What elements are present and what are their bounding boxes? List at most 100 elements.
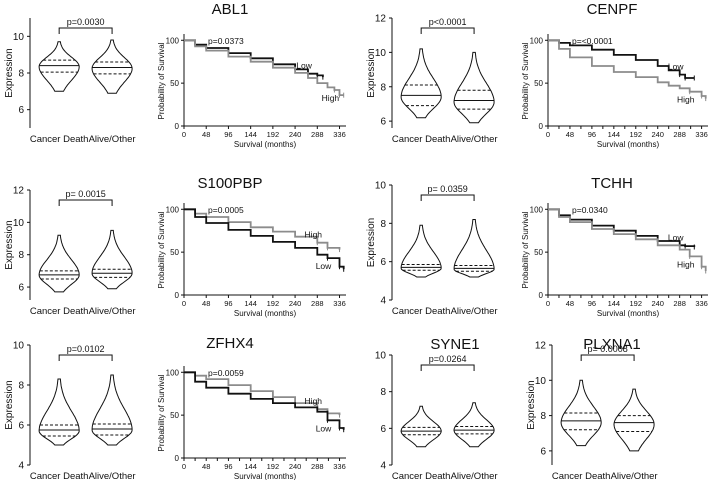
y-tick-label: 10 — [375, 48, 387, 59]
y-tick-label: 6 — [380, 424, 386, 435]
significance-bracket — [58, 27, 113, 34]
x-axis-label: Survival (months) — [597, 309, 660, 318]
x-tick-label: 48 — [202, 299, 210, 308]
y-tick-label: 100 — [166, 205, 180, 214]
violin-chart-zfhx4: ZFHX4 4 6 8 10 Expression Cancer Death Alive/Ot… — [4, 335, 254, 480]
p-value-label: p=<0.0001 — [572, 36, 613, 46]
x-category-label: Alive/Other — [89, 471, 136, 480]
x-tick-label: 48 — [202, 130, 210, 139]
y-axis-label: Probability of Survival — [157, 42, 166, 119]
series-label: High — [322, 93, 340, 103]
violin-shape — [91, 229, 133, 290]
gene-title: S100PBP — [197, 175, 262, 192]
y-tick-label: 6 — [540, 446, 546, 457]
x-category-label: Cancer Death — [392, 306, 451, 317]
y-tick-label: 8 — [18, 381, 24, 392]
km-curve-high — [184, 371, 341, 416]
km-curve-low — [184, 371, 345, 430]
x-tick-label: 336 — [333, 462, 346, 471]
y-tick-label: 4 — [380, 461, 386, 472]
x-category-label: Cancer Death — [30, 134, 89, 145]
p-value-label: p=0.0340 — [572, 205, 608, 215]
y-tick-label: 6 — [18, 421, 24, 432]
p-value-label: p<0.0001 — [429, 17, 467, 27]
y-tick-label: 100 — [166, 36, 180, 45]
y-tick-label: 8 — [380, 219, 386, 230]
y-tick-label: 6 — [18, 105, 24, 116]
y-tick-label: 100 — [530, 36, 544, 45]
y-tick-label: 10 — [375, 351, 387, 362]
y-tick-label: 6 — [18, 283, 24, 294]
x-tick-label: 144 — [608, 299, 621, 308]
y-axis-label: Probability of Survival — [157, 374, 166, 451]
x-tick-label: 96 — [588, 299, 596, 308]
x-category-label: Cancer Death — [392, 471, 451, 480]
x-tick-label: 240 — [651, 130, 664, 139]
x-tick-label: 192 — [267, 462, 280, 471]
violin-shape — [91, 39, 133, 94]
y-axis-label: Expression — [4, 220, 15, 269]
y-tick-label: 50 — [170, 79, 179, 88]
y-tick-label: 10 — [13, 32, 25, 43]
gene-title: CENPF — [587, 1, 638, 18]
x-axis-label: Survival (months) — [597, 140, 660, 149]
x-category-label: Alive/Other — [451, 306, 498, 317]
violin-shape — [453, 402, 495, 448]
x-tick-label: 0 — [182, 299, 186, 308]
violin-shape — [613, 388, 655, 452]
x-tick-label: 288 — [311, 462, 324, 471]
violin-shape — [400, 48, 442, 119]
x-tick-label: 192 — [630, 299, 643, 308]
violin-shape — [38, 234, 80, 293]
y-axis-label: Probability of Survival — [157, 211, 166, 288]
p-value-label: p= 0.0015 — [65, 189, 105, 199]
y-tick-label: 12 — [535, 341, 547, 352]
x-tick-label: 288 — [673, 130, 686, 139]
violin-chart-s100pbp: S100PBP 6 8 10 12 Expression Cancer Death Alive… — [4, 175, 263, 317]
violin-shape — [400, 224, 442, 278]
y-axis-label: Expression — [526, 380, 537, 429]
x-tick-label: 0 — [182, 130, 186, 139]
p-value-label: p=0.0264 — [429, 354, 467, 364]
y-tick-label: 8 — [540, 411, 546, 422]
km-curve-high — [548, 208, 707, 271]
x-category-label: Cancer Death — [392, 134, 451, 145]
significance-bracket — [580, 354, 635, 361]
x-tick-label: 96 — [224, 462, 232, 471]
x-tick-label: 96 — [588, 130, 596, 139]
x-category-label: Cancer Death — [30, 306, 89, 317]
violin-shape — [91, 374, 133, 446]
y-tick-label: 10 — [13, 341, 25, 352]
violin-chart-plxna1: PLXNA1 6 8 10 12 Expression Cancer Death Alive/… — [526, 336, 658, 480]
x-tick-label: 144 — [608, 130, 621, 139]
gene-title: TCHH — [591, 175, 633, 192]
x-category-label: Alive/Other — [89, 306, 136, 317]
x-tick-label: 240 — [289, 462, 302, 471]
km-chart-cenpf: 0 50 100 0 48 96 144 192 240 288 336 Probability of… — [521, 34, 708, 149]
x-tick-label: 336 — [333, 130, 346, 139]
significance-bracket — [420, 194, 475, 201]
x-tick-label: 336 — [695, 299, 708, 308]
km-curve-high — [548, 39, 707, 99]
gene-title: PLXNA1 — [583, 336, 641, 353]
y-tick-label: 8 — [380, 82, 386, 93]
gene-title: ABL1 — [212, 1, 249, 18]
violin-shape — [38, 378, 80, 446]
violin-shape — [453, 219, 495, 278]
km-chart-zfhx4: 0 50 100 0 48 96 144 192 240 288 336 Probability of… — [157, 366, 346, 480]
x-axis-label: Survival (months) — [234, 309, 297, 318]
x-tick-label: 336 — [333, 299, 346, 308]
series-label: Low — [668, 232, 684, 242]
y-tick-label: 100 — [530, 205, 544, 214]
x-tick-label: 240 — [651, 299, 664, 308]
series-label: High — [677, 95, 695, 105]
violin-chart-cenpf: CENPF 6 8 10 12 Expression Cancer Death Alive/O… — [366, 1, 637, 145]
x-tick-label: 240 — [289, 299, 302, 308]
km-curve-high — [184, 208, 341, 250]
x-tick-label: 0 — [546, 299, 550, 308]
y-tick-label: 50 — [170, 248, 179, 257]
y-tick-label: 6 — [380, 117, 386, 128]
x-tick-label: 96 — [224, 299, 232, 308]
x-category-label: Alive/Other — [451, 134, 498, 145]
y-tick-label: 8 — [380, 387, 386, 398]
